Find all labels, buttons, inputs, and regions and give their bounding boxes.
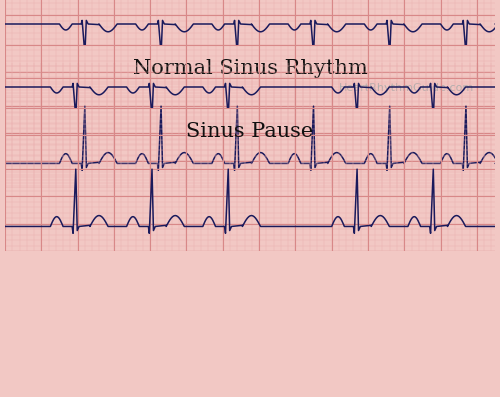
Text: HeartRhythmGuide.com: HeartRhythmGuide.com <box>339 83 474 93</box>
Text: Sinus Pause: Sinus Pause <box>186 122 314 141</box>
Text: Normal Sinus Rhythm: Normal Sinus Rhythm <box>132 59 368 78</box>
